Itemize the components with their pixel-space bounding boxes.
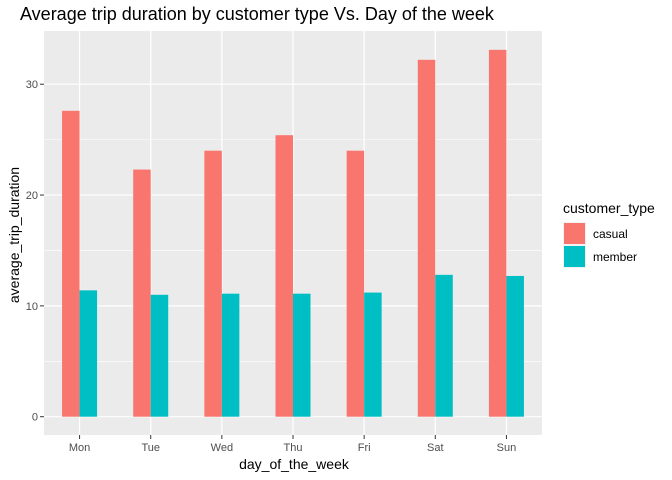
bar-casual-thu	[275, 135, 293, 417]
bar-casual-tue	[133, 169, 151, 417]
x-tick-label: Fri	[358, 442, 371, 454]
bar-casual-mon	[62, 110, 80, 417]
x-tick-label: Mon	[69, 442, 90, 454]
legend-title: customer_type	[563, 200, 655, 216]
bar-member-sat	[435, 274, 453, 417]
x-tick-label: Sun	[497, 442, 517, 454]
legend-swatch-member	[564, 246, 585, 267]
y-tick-label: 30	[26, 79, 38, 91]
bar-member-thu	[293, 293, 311, 417]
x-axis-title: day_of_the_week	[239, 456, 350, 472]
x-axis: Mon Tue Wed Thu Fri Sat Sun	[69, 435, 516, 454]
bar-member-wed	[221, 293, 240, 417]
x-tick-label: Thu	[284, 442, 303, 454]
bar-casual-wed	[204, 150, 222, 417]
x-tick-label: Wed	[211, 442, 233, 454]
bar-casual-sat	[417, 59, 436, 417]
bar-casual-fri	[346, 150, 365, 417]
chart-title: Average trip duration by customer type V…	[20, 4, 495, 24]
legend-label-member: member	[593, 250, 637, 264]
y-tick-label: 20	[26, 190, 38, 202]
y-axis-title: average_trip_duration	[6, 167, 22, 303]
bar-casual-sun	[488, 49, 507, 417]
x-tick-label: Sat	[427, 442, 444, 454]
bar-member-fri	[364, 292, 382, 417]
y-tick-label: 10	[26, 301, 38, 313]
bar-member-sun	[506, 275, 524, 417]
bar-member-mon	[79, 290, 98, 417]
y-tick-label: 0	[32, 412, 38, 424]
legend-label-casual: casual	[593, 227, 628, 241]
legend-swatch-casual	[564, 223, 585, 244]
x-tick-label: Tue	[141, 442, 160, 454]
bars	[62, 49, 524, 417]
legend: customer_type casual member	[563, 200, 655, 268]
bar-member-tue	[150, 294, 169, 417]
y-axis: 0 10 20 30	[26, 79, 44, 424]
